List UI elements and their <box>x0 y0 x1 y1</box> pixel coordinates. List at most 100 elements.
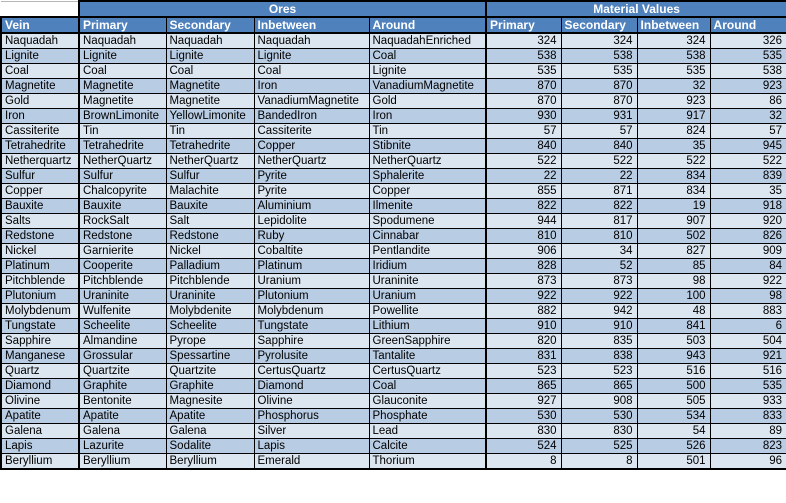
ore-cell[interactable]: Magnetite <box>78 78 167 94</box>
ore-cell[interactable]: Wulfenite <box>78 303 167 319</box>
column-header-vein[interactable]: Vein <box>0 16 80 34</box>
vein-cell[interactable]: Molybdenum <box>0 303 80 319</box>
value-cell[interactable]: 910 <box>560 318 638 334</box>
ore-cell[interactable]: Uraninite <box>368 273 488 289</box>
ore-cell[interactable]: Gold <box>368 93 488 109</box>
ore-cell[interactable]: Palladium <box>165 258 255 274</box>
ore-cell[interactable]: Ilmenite <box>368 198 488 214</box>
value-cell[interactable]: 907 <box>636 213 711 229</box>
value-cell[interactable]: 19 <box>636 198 711 214</box>
value-cell[interactable]: 871 <box>560 183 638 199</box>
ore-cell[interactable]: VanadiumMagnetite <box>253 93 370 109</box>
ore-cell[interactable]: Redstone <box>165 228 255 244</box>
ore-cell[interactable]: Salt <box>165 213 255 229</box>
value-cell[interactable]: 810 <box>560 228 638 244</box>
ore-cell[interactable]: Uraninite <box>78 288 167 304</box>
value-cell[interactable]: 873 <box>560 273 638 289</box>
value-cell[interactable]: 922 <box>485 288 562 304</box>
ore-cell[interactable]: Molybdenum <box>253 303 370 319</box>
column-header-ores-around[interactable]: Around <box>368 16 488 34</box>
value-cell[interactable]: 870 <box>560 78 638 94</box>
value-cell[interactable]: 840 <box>485 138 562 154</box>
value-cell[interactable]: 57 <box>485 123 562 139</box>
ore-cell[interactable]: Calcite <box>368 438 488 454</box>
vein-cell[interactable]: Manganese <box>0 348 80 364</box>
vein-cell[interactable]: Beryllium <box>0 453 80 470</box>
value-cell[interactable]: 522 <box>560 153 638 169</box>
value-cell[interactable]: 501 <box>636 453 711 470</box>
vein-cell[interactable]: Cassiterite <box>0 123 80 139</box>
vein-cell[interactable]: Sulfur <box>0 168 80 184</box>
ore-cell[interactable]: Powellite <box>368 303 488 319</box>
column-header-values-around[interactable]: Around <box>709 16 786 34</box>
value-cell[interactable]: 8 <box>560 453 638 470</box>
value-cell[interactable]: 873 <box>485 273 562 289</box>
ore-cell[interactable]: Nickel <box>165 243 255 259</box>
ore-cell[interactable]: Grossular <box>78 348 167 364</box>
ore-cell[interactable]: Iron <box>368 108 488 124</box>
ore-cell[interactable]: RockSalt <box>78 213 167 229</box>
ore-cell[interactable]: CertusQuartz <box>368 363 488 379</box>
ore-cell[interactable]: Olivine <box>253 393 370 409</box>
ore-cell[interactable]: NetherQuartz <box>368 153 488 169</box>
ore-cell[interactable]: Molybdenite <box>165 303 255 319</box>
value-cell[interactable]: 503 <box>636 333 711 349</box>
ore-cell[interactable]: Lead <box>368 423 488 439</box>
value-cell[interactable]: 538 <box>636 48 711 64</box>
ore-cell[interactable]: Sodalite <box>165 438 255 454</box>
ore-cell[interactable]: Sulfur <box>165 168 255 184</box>
value-cell[interactable]: 8 <box>485 453 562 470</box>
value-cell[interactable]: 923 <box>636 93 711 109</box>
value-cell[interactable]: 84 <box>709 258 786 274</box>
value-cell[interactable]: 522 <box>485 153 562 169</box>
ore-cell[interactable]: Bauxite <box>78 198 167 214</box>
ore-cell[interactable]: Uranium <box>368 288 488 304</box>
value-cell[interactable]: 326 <box>709 32 786 49</box>
ore-cell[interactable]: Lignite <box>165 48 255 64</box>
ore-cell[interactable]: NetherQuartz <box>253 153 370 169</box>
value-cell[interactable]: 32 <box>636 78 711 94</box>
corner-cell[interactable] <box>0 0 80 17</box>
value-cell[interactable]: 538 <box>709 63 786 79</box>
value-cell[interactable]: 524 <box>485 438 562 454</box>
ore-cell[interactable]: Lignite <box>78 48 167 64</box>
value-cell[interactable]: 502 <box>636 228 711 244</box>
value-cell[interactable]: 930 <box>485 108 562 124</box>
ore-cell[interactable]: Redstone <box>78 228 167 244</box>
vein-cell[interactable]: Pitchblende <box>0 273 80 289</box>
value-cell[interactable]: 923 <box>709 78 786 94</box>
column-header-ores-primary[interactable]: Primary <box>78 16 167 34</box>
value-cell[interactable]: 865 <box>560 378 638 394</box>
ore-cell[interactable]: Graphite <box>165 378 255 394</box>
value-cell[interactable]: 922 <box>709 273 786 289</box>
value-cell[interactable]: 100 <box>636 288 711 304</box>
value-cell[interactable]: 944 <box>485 213 562 229</box>
ore-cell[interactable]: Copper <box>253 138 370 154</box>
value-cell[interactable]: 85 <box>636 258 711 274</box>
ore-cell[interactable]: NaquadahEnriched <box>368 32 488 49</box>
value-cell[interactable]: 535 <box>636 63 711 79</box>
value-cell[interactable]: 870 <box>485 93 562 109</box>
value-cell[interactable]: 841 <box>636 318 711 334</box>
value-cell[interactable]: 820 <box>485 333 562 349</box>
value-cell[interactable]: 817 <box>560 213 638 229</box>
value-cell[interactable]: 52 <box>560 258 638 274</box>
value-cell[interactable]: 830 <box>485 423 562 439</box>
ore-cell[interactable]: Thorium <box>368 453 488 470</box>
ore-cell[interactable]: Tungstate <box>253 318 370 334</box>
ore-cell[interactable]: Stibnite <box>368 138 488 154</box>
ore-cell[interactable]: Pitchblende <box>165 273 255 289</box>
ore-cell[interactable]: Tin <box>368 123 488 139</box>
ore-cell[interactable]: Cobaltite <box>253 243 370 259</box>
value-cell[interactable]: 943 <box>636 348 711 364</box>
vein-cell[interactable]: Lapis <box>0 438 80 454</box>
ore-cell[interactable]: Lepidolite <box>253 213 370 229</box>
ore-cell[interactable]: Magnetite <box>165 78 255 94</box>
ore-cell[interactable]: Beryllium <box>165 453 255 470</box>
value-cell[interactable]: 89 <box>709 423 786 439</box>
value-cell[interactable]: 22 <box>560 168 638 184</box>
vein-cell[interactable]: Netherquartz <box>0 153 80 169</box>
vein-cell[interactable]: Olivine <box>0 393 80 409</box>
value-cell[interactable]: 942 <box>560 303 638 319</box>
ore-cell[interactable]: Plutonium <box>253 288 370 304</box>
